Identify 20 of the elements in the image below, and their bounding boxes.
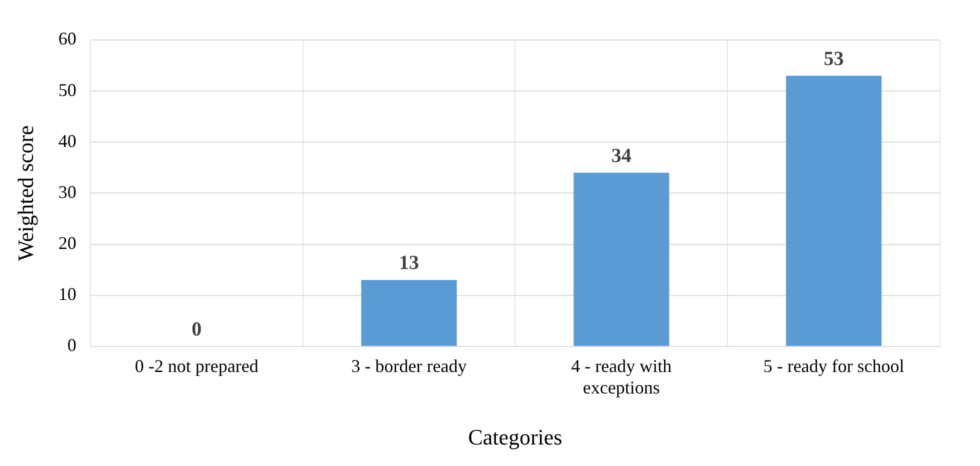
data-label: 53 — [824, 48, 844, 70]
y-tick-label: 50 — [58, 80, 76, 100]
x-tick-label: 4 - ready with exceptions — [571, 356, 672, 398]
y-tick-label: 40 — [58, 130, 76, 151]
x-tick-label: 0 -2 not prepared — [134, 356, 258, 376]
y-tick-label: 20 — [58, 233, 76, 253]
bar — [574, 172, 670, 346]
y-axis-title: Weighted score — [12, 125, 38, 262]
y-tick-label: 30 — [58, 182, 76, 202]
bar — [786, 76, 882, 346]
y-tick-label: 60 — [58, 28, 76, 49]
y-tick-label: 0 — [67, 335, 76, 356]
x-tick-label: 5 - ready for school — [763, 356, 904, 376]
data-label: 13 — [399, 252, 419, 274]
bar — [361, 280, 457, 346]
data-label: 0 — [192, 318, 202, 341]
y-tick-label: 10 — [58, 284, 76, 304]
x-tick-label: 3 - border ready — [351, 356, 467, 376]
data-label: 34 — [611, 144, 632, 167]
x-axis-title: Categories — [468, 424, 562, 450]
